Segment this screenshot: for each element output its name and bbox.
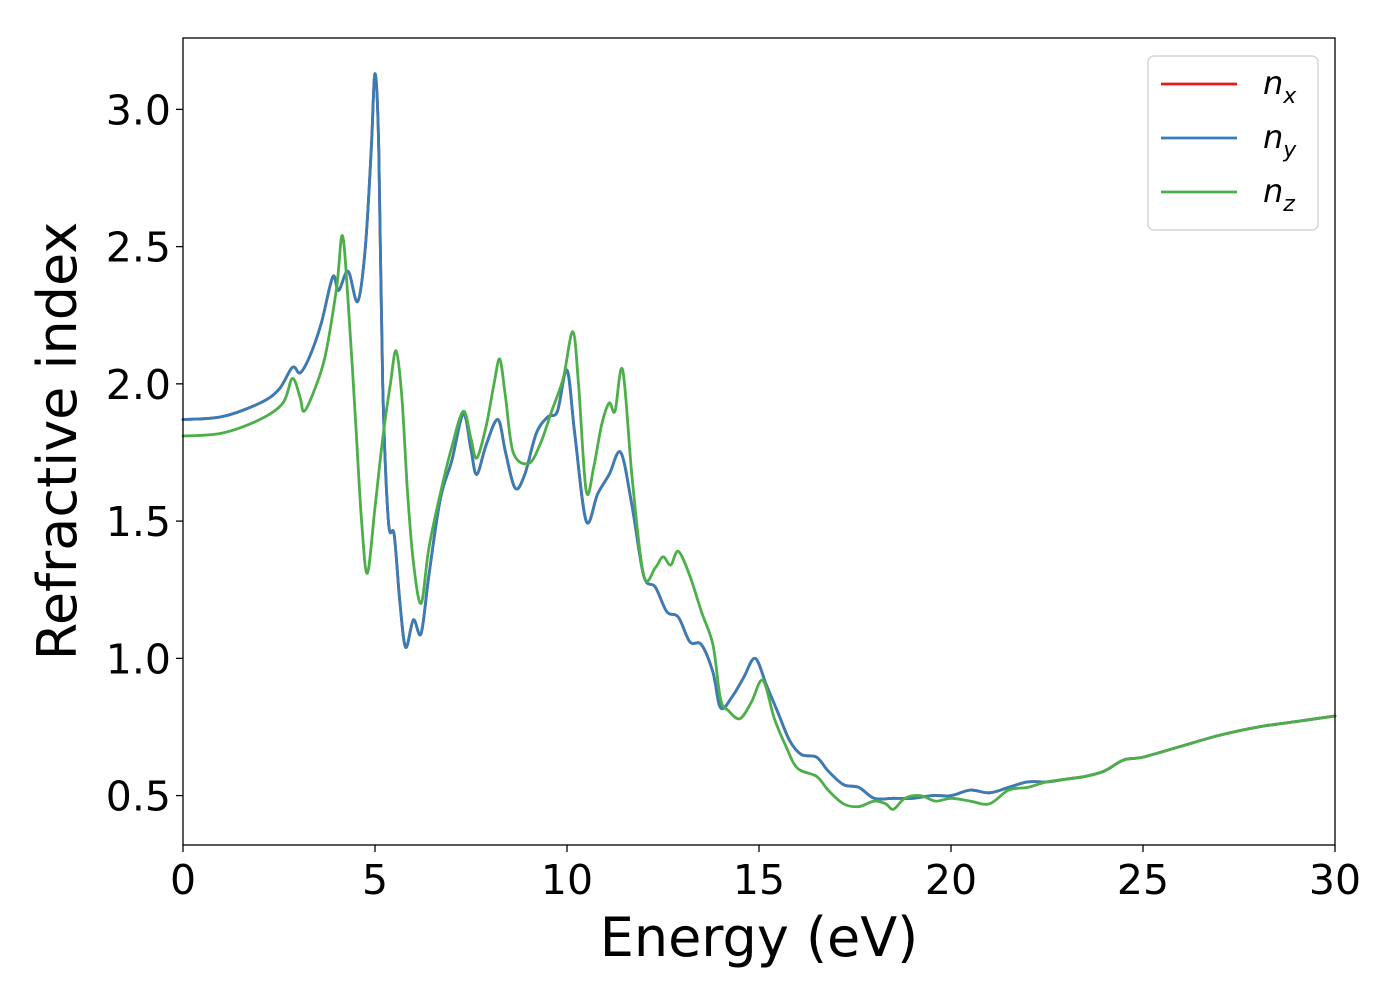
legend-label: ny <box>1263 118 1297 163</box>
y-tick-label: 3.0 <box>106 86 171 134</box>
x-axis-title: Energy (eV) <box>600 906 919 969</box>
x-tick-label: 0 <box>170 856 196 904</box>
y-tick-label: 2.0 <box>106 361 171 409</box>
legend-label: nx <box>1263 64 1297 109</box>
x-tick-label: 15 <box>733 856 785 904</box>
x-tick-label: 10 <box>541 856 593 904</box>
series-line-n-z <box>181 234 1337 811</box>
legend-entries: nx ny nz <box>1161 64 1297 217</box>
y-tick-label: 2.5 <box>106 224 171 272</box>
x-tick-label: 30 <box>1309 856 1361 904</box>
x-tick-label: 20 <box>925 856 977 904</box>
series-line-n-y <box>181 72 1337 801</box>
y-tick-label: 1.0 <box>106 635 171 683</box>
x-axis: 0 5 10 15 20 25 30 <box>170 845 1361 904</box>
legend-box <box>1147 55 1319 231</box>
y-axis-title: Refractive index <box>26 222 89 661</box>
x-tick-label: 25 <box>1117 856 1169 904</box>
y-tick-label: 1.5 <box>106 498 171 546</box>
x-tick-label: 5 <box>362 856 388 904</box>
legend-label: nz <box>1263 172 1295 217</box>
y-tick-label: 0.5 <box>106 773 171 821</box>
legend: nx ny nz <box>1147 55 1319 231</box>
y-axis: 0.5 1.0 1.5 2.0 2.5 3.0 <box>106 86 183 821</box>
plot-lines <box>181 72 1337 811</box>
